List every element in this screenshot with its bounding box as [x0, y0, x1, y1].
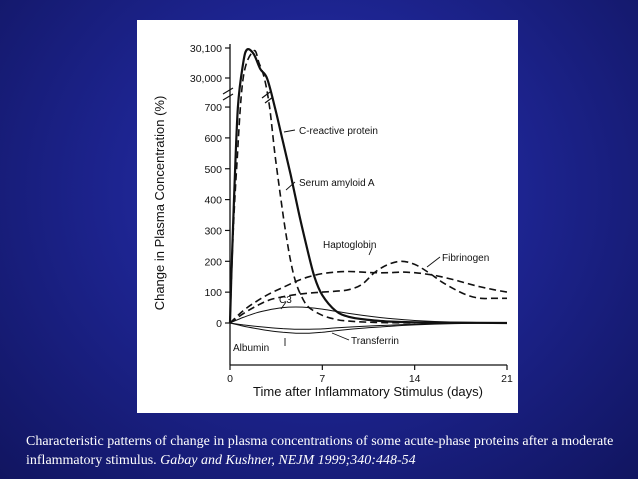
figure-caption: Characteristic patterns of change in pla…: [26, 432, 626, 470]
series-line-fibrinogen: [229, 260, 507, 324]
series-label-albumin: Albumin: [233, 343, 269, 354]
y-tick-label: 600: [204, 133, 222, 145]
series-label-transferrin: Transferrin: [351, 336, 399, 347]
x-axis-label: Time after Inflammatory Stimulus (days): [253, 384, 483, 399]
series-label-leader-c-reactive-protein: [283, 129, 296, 133]
x-tick-label: 0: [227, 373, 233, 385]
caption-text: Characteristic patterns of change in pla…: [26, 434, 614, 468]
series-label-haptoglobin: Haptoglobin: [323, 240, 376, 251]
series-line-serum-amyloid-a: [229, 49, 415, 324]
y-tick-label: 500: [204, 164, 222, 176]
curve-break-mark: [261, 91, 274, 104]
series-label-leader-haptoglobin: [368, 247, 373, 256]
y-axis-label: Change in Plasma Concentration (%): [152, 96, 167, 311]
x-tick-label: 21: [501, 373, 513, 385]
series-label-leader-fibrinogen: [426, 256, 441, 268]
series-line-c3: [229, 306, 508, 324]
chart-panel: Change in Plasma Concentration (%) Time …: [137, 20, 518, 413]
series-label-c3: C3: [279, 295, 292, 306]
series-label-serum-amyloid-a: Serum amyloid A: [299, 178, 375, 189]
series-line-haptoglobin: [229, 270, 508, 324]
y-tick-label: 100: [204, 287, 222, 299]
series-label-leader-c3: [280, 301, 287, 310]
y-tick-label: 30,100: [190, 43, 222, 55]
x-tick-label: 14: [409, 373, 421, 385]
series-label-c-reactive-protein: C-reactive protein: [299, 126, 378, 137]
caption-citation: Gabay and Kushner, NEJM 1999;340:448-54: [160, 453, 416, 468]
y-axis-break-mark: [222, 87, 234, 101]
series-line-transferrin: [229, 322, 508, 330]
acute-phase-protein-chart: Change in Plasma Concentration (%) Time …: [152, 43, 513, 399]
series-label-leader-serum-amyloid-a: [285, 181, 296, 191]
series-label-leader-transferrin: [331, 332, 350, 341]
y-tick-label: 400: [204, 195, 222, 207]
series-label-fibrinogen: Fibrinogen: [442, 253, 489, 264]
y-tick-label: 700: [204, 102, 222, 114]
y-tick-label: 30,000: [190, 73, 222, 85]
series-line-c-reactive-protein: [228, 48, 508, 325]
y-tick-label: 0: [216, 318, 222, 330]
y-tick-label: 200: [204, 256, 222, 268]
x-tick-label: 7: [319, 373, 325, 385]
series-line-albumin: [229, 322, 508, 334]
y-tick-label: 300: [204, 225, 222, 237]
